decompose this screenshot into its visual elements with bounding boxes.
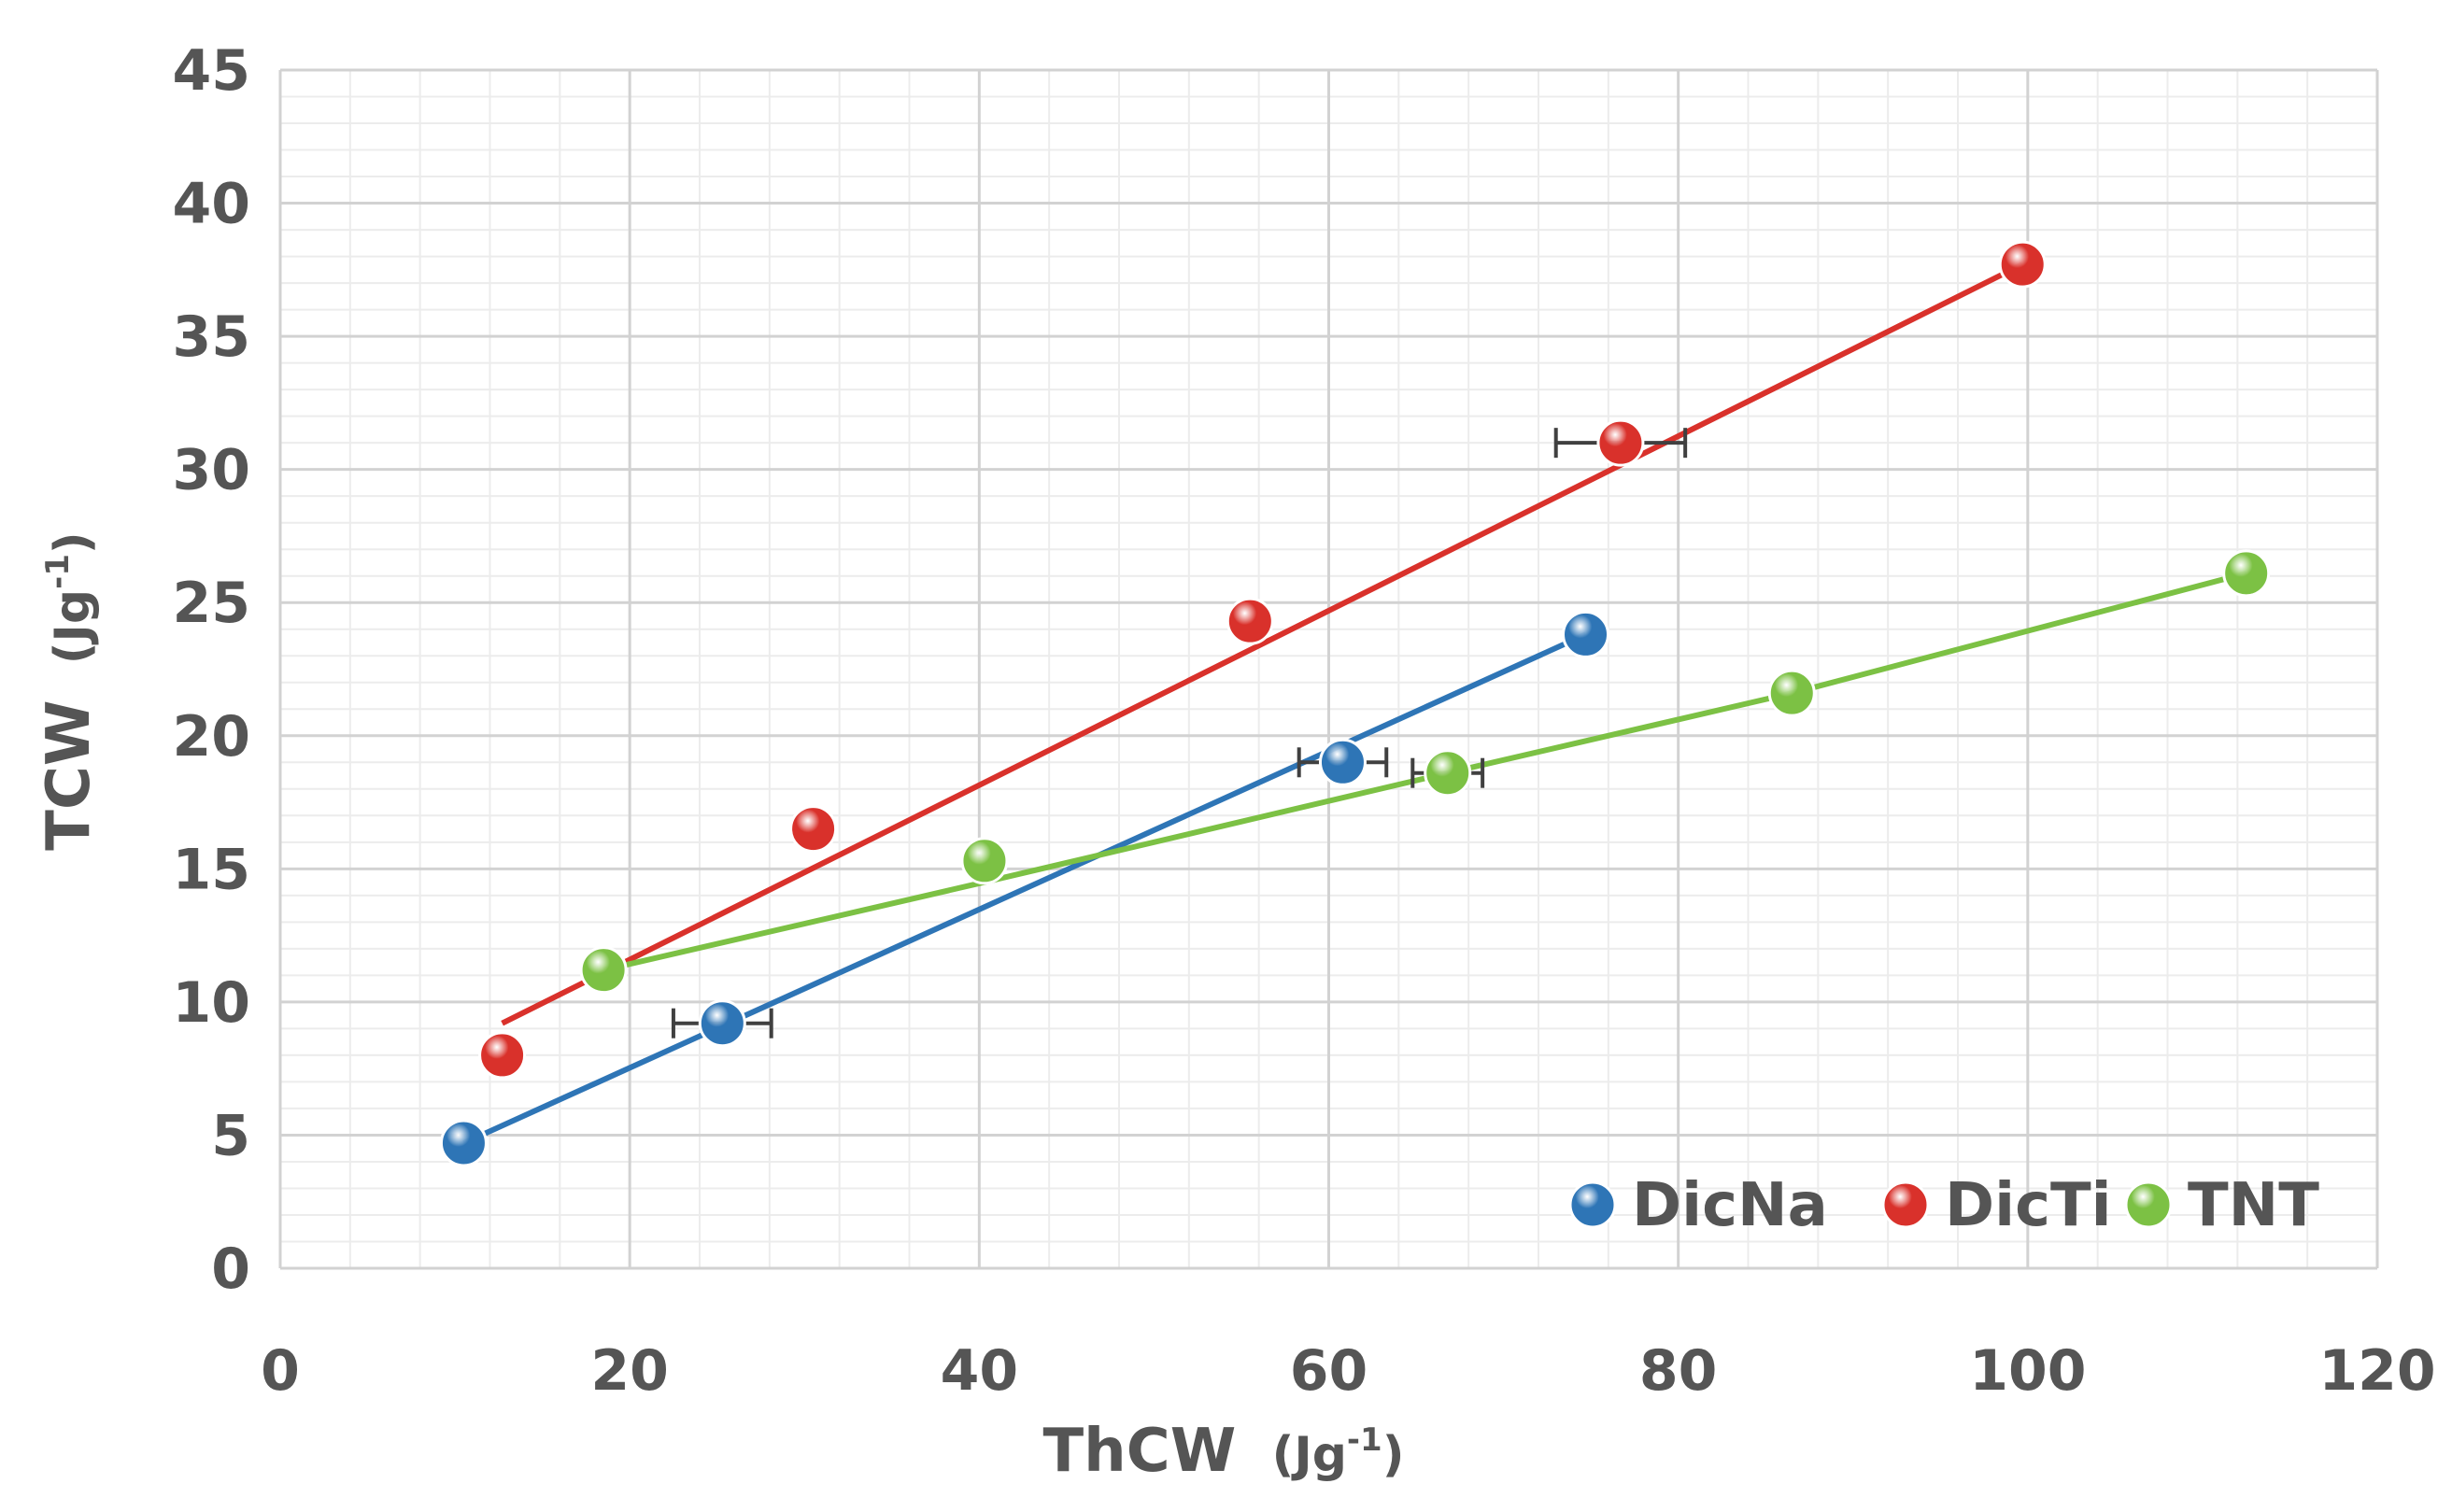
dicti-point xyxy=(1226,597,1274,645)
legend-label-dicna: DicNa xyxy=(1632,1171,1828,1240)
y-tick-label: 20 xyxy=(173,704,251,770)
y-tick-label: 25 xyxy=(173,571,251,636)
legend-marker-tnt xyxy=(2124,1180,2173,1229)
y-tick-label: 15 xyxy=(173,837,251,902)
data-points xyxy=(439,240,2271,1167)
dicti-point xyxy=(1596,418,1645,467)
x-tick-labels: 0 20 40 60 80 100 120 xyxy=(261,1338,2436,1404)
x-tick-label: 120 xyxy=(2318,1338,2435,1404)
x-tick-label: 0 xyxy=(261,1338,300,1404)
legend-marker-dicti xyxy=(1881,1180,1930,1229)
y-tick-label: 0 xyxy=(211,1236,250,1302)
tnt-point xyxy=(1424,749,1472,798)
y-tick-labels: 0 5 10 15 20 25 30 35 40 45 xyxy=(173,38,251,1302)
tnt-point xyxy=(579,946,628,995)
x-tick-label: 100 xyxy=(1969,1338,2086,1404)
tnt-point xyxy=(1767,669,1816,717)
y-tick-label: 40 xyxy=(173,172,251,237)
x-tick-label: 40 xyxy=(941,1338,1019,1404)
dicna-fit-line xyxy=(462,631,1587,1146)
dicti-fit-line xyxy=(501,261,2024,1026)
y-tick-label: 35 xyxy=(173,304,251,370)
tnt-point xyxy=(960,837,1009,885)
dicna-point xyxy=(698,999,746,1048)
y-tick-label: 5 xyxy=(211,1103,250,1168)
dicna-point xyxy=(439,1119,488,1167)
major-grid xyxy=(278,68,2379,1270)
x-axis-title: ThCW (Jg-1) xyxy=(1043,1417,1405,1486)
legend-marker-dicna xyxy=(1568,1180,1617,1229)
y-tick-label: 10 xyxy=(173,970,251,1036)
tnt-point xyxy=(2222,549,2271,598)
y-tick-label: 45 xyxy=(173,38,251,104)
dicti-point xyxy=(478,1031,527,1080)
y-axis-title: TCW (Jg-1) xyxy=(35,531,104,850)
legend: DicNa DicTi TNT xyxy=(1568,1171,2319,1240)
dicti-point xyxy=(1998,240,2047,289)
legend-label-tnt: TNT xyxy=(2188,1171,2319,1240)
dicna-point xyxy=(1318,738,1367,786)
dicna-point xyxy=(1562,610,1610,658)
legend-label-dicti: DicTi xyxy=(1945,1171,2112,1240)
x-tick-label: 20 xyxy=(590,1338,669,1404)
x-tick-label: 80 xyxy=(1639,1338,1718,1404)
y-tick-label: 30 xyxy=(173,438,251,503)
x-tick-label: 60 xyxy=(1290,1338,1368,1404)
dicti-point xyxy=(789,805,838,854)
